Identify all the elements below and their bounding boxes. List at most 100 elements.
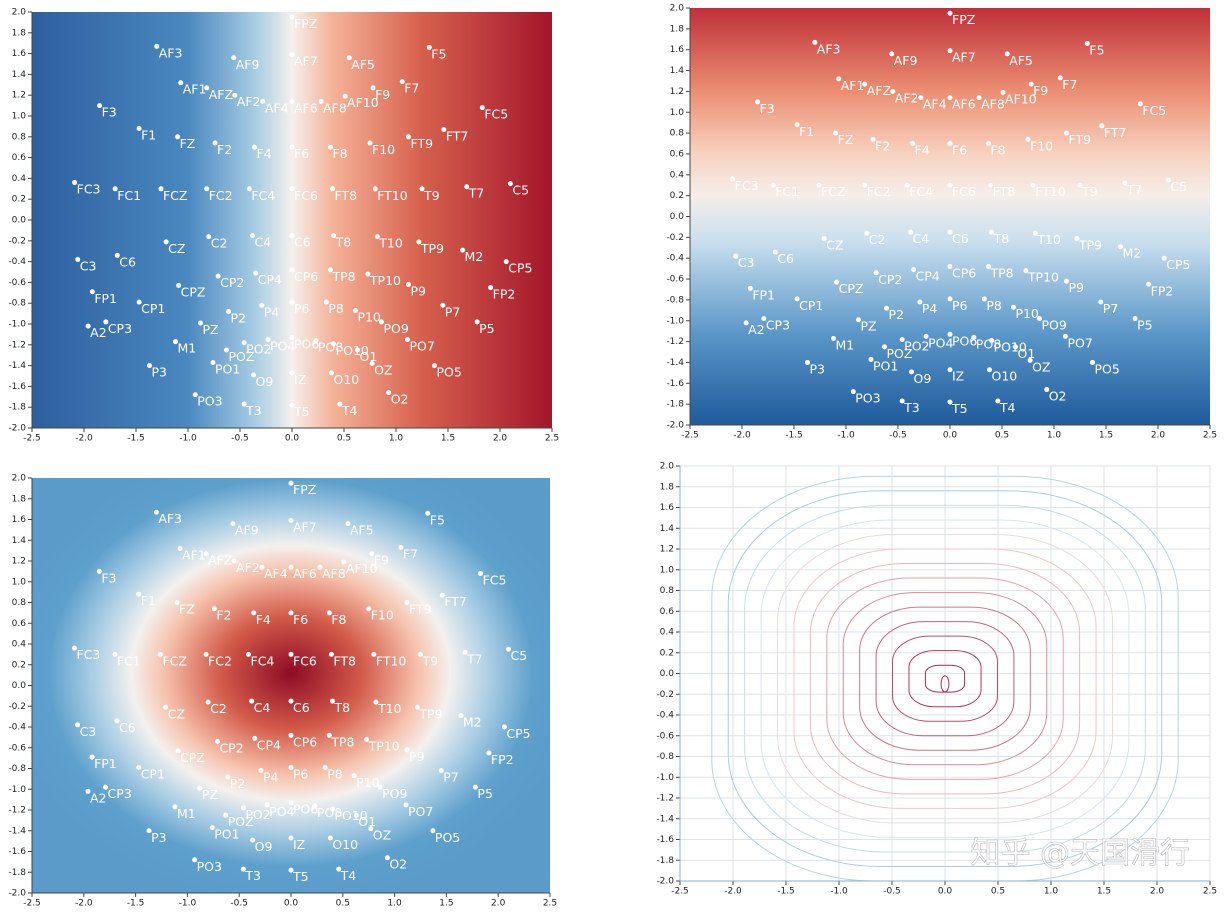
electrode [1137,101,1143,107]
y-tick-label: -2.0 [8,424,26,434]
y-tick-label: 0.4 [12,174,27,184]
electrode [323,299,329,305]
electrode-label: FPZ [952,12,975,27]
electrode-label: AFZ [867,83,891,98]
electrode-label: C3 [738,255,755,270]
electrode-label: PO5 [1094,361,1119,376]
x-tick-label: -1.5 [127,434,145,444]
electrode [1089,359,1095,365]
y-tick-label: -0.4 [666,254,684,264]
electrode-label: CP5 [508,261,532,276]
electrode-label: FC5 [1142,103,1166,118]
electrode [289,144,295,150]
x-tick-label: -1.5 [127,899,145,909]
electrode [251,372,257,378]
electrode [326,610,332,616]
panel: -2.5 -2.0 -1.5 -1.0 -0.5 0.0 0.5 1.0 1.5 2.0 2.5-2… [666,4,1217,441]
electrode [1118,244,1124,250]
x-tick-label: -1.5 [777,887,795,897]
electrode [1122,180,1128,186]
electrode-label: O2 [1049,389,1067,404]
electrode [204,85,210,91]
electrode-label: PO2 [245,807,270,822]
electrode-label: C2 [210,701,227,716]
electrode-label: TP10 [368,738,400,753]
electrode [369,361,375,367]
electrode [312,803,318,809]
electrode [478,570,484,576]
electrode [418,651,423,657]
contour-fill [690,8,1210,425]
contour-line [727,490,1163,867]
y-tick-label: -1.2 [8,806,26,816]
electrode-label: PO1 [215,361,240,376]
electrode-label: F8 [332,146,347,161]
y-tick-label: 0.0 [660,669,675,679]
electrode [288,835,294,841]
electrode [405,134,411,140]
electrode [331,341,337,347]
electrode-label: CP2 [219,741,243,756]
electrode [1013,344,1019,350]
electrode [265,337,271,343]
electrode-label: TP8 [330,734,354,749]
electrode-label: M2 [1123,246,1142,261]
electrode [172,804,178,810]
electrode [71,645,77,651]
y-tick-label: 0.6 [12,619,27,629]
electrode-label: O10 [334,372,360,387]
electrode [346,55,352,61]
y-tick-label: 0.4 [12,640,27,650]
electrode [733,253,739,259]
x-tick-label: 2.0 [1150,887,1165,897]
electrode-label: F4 [256,612,271,627]
electrode [288,764,294,770]
contour-line [940,675,950,693]
electrode-label: CP5 [1166,257,1190,272]
y-tick-label: -0.4 [656,711,674,721]
electrode-label: FCZ [821,184,845,199]
electrode-label: AF5 [351,57,375,72]
y-tick-label: 0.6 [660,607,675,617]
electrode-label: AF3 [159,45,183,60]
electrode-label: CP6 [952,266,976,281]
electrode [75,257,81,263]
electrode-label: FPZ [294,16,317,31]
y-tick-label: 1.4 [12,536,27,546]
electrode-label: IZ [952,369,964,384]
electrode-label: F9 [1033,83,1048,98]
electrode-label: PO2 [904,339,929,354]
electrode-label: O10 [332,837,358,852]
electrode [209,825,215,831]
electrode [904,182,910,188]
electrode-label: AF8 [322,566,346,581]
electrode [326,732,332,738]
y-tick-label: -1.6 [8,847,26,857]
y-tick-label: -2.0 [8,889,26,899]
electrode-label: OZ [374,363,392,378]
x-tick-label: 2.0 [493,434,508,444]
electrode-label: P6 [952,298,968,313]
electrode [910,141,916,147]
electrode [288,867,294,873]
electrode-label: O9 [256,374,274,389]
electrode-label: F8 [990,143,1005,158]
y-tick-label: 1.4 [12,70,27,80]
electrode-label: PZ [860,319,876,334]
y-tick-label: -0.6 [656,731,674,741]
electrode-label: AF7 [294,54,318,69]
electrode [264,802,270,808]
electrode [985,264,991,270]
electrode-label: AF9 [235,523,259,538]
electrode [288,732,294,738]
electrode [289,335,295,341]
electrode-label: F10 [1030,138,1053,153]
panel: -2.5 -2.0 -1.5 -1.0 -0.5 0.0 0.5 1.0 1.5 2.0 2.5-2… [8,474,557,909]
electrode-label: AF2 [236,560,260,575]
electrode [341,559,347,565]
electrode-label: FZ [180,136,196,151]
electrode-label: PO9 [383,321,408,336]
electrode-label: TP8 [989,266,1013,281]
electrode-label: F2 [875,138,890,153]
electrode-label: F5 [430,512,445,527]
